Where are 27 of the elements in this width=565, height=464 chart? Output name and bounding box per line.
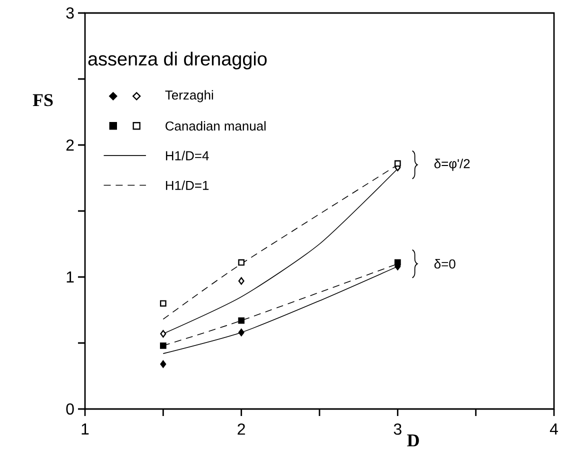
x-tick-label: 2	[238, 424, 245, 435]
x-axis-title: D	[407, 434, 419, 446]
y-tick-label: 0	[66, 403, 74, 415]
x-tick-label: 4	[550, 424, 558, 434]
y-tick-label: 2	[66, 139, 74, 151]
point	[238, 259, 245, 266]
point	[394, 259, 401, 266]
point	[394, 160, 401, 167]
point	[160, 360, 166, 368]
point	[160, 330, 166, 338]
point	[238, 317, 245, 324]
annotation: δ=0	[434, 259, 456, 269]
legend-label: Canadian manual	[166, 121, 266, 131]
legend-label: Terzaghi	[165, 90, 214, 102]
annotation: δ=φ'/2	[434, 158, 470, 171]
y-axis-title: FS	[32, 94, 53, 106]
legend-label: H1/D=4	[166, 150, 209, 160]
x-tick-label: 3	[394, 424, 402, 435]
legend-label: H1/D=1	[166, 180, 209, 190]
x-tick-label: 1	[82, 424, 89, 434]
point	[238, 277, 244, 285]
point	[160, 300, 166, 307]
annotation: assenza di drenaggio	[88, 52, 267, 70]
y-tick-label: 3	[66, 7, 74, 19]
point	[238, 328, 244, 336]
point	[160, 342, 166, 349]
y-tick-label: 1	[66, 272, 74, 282]
